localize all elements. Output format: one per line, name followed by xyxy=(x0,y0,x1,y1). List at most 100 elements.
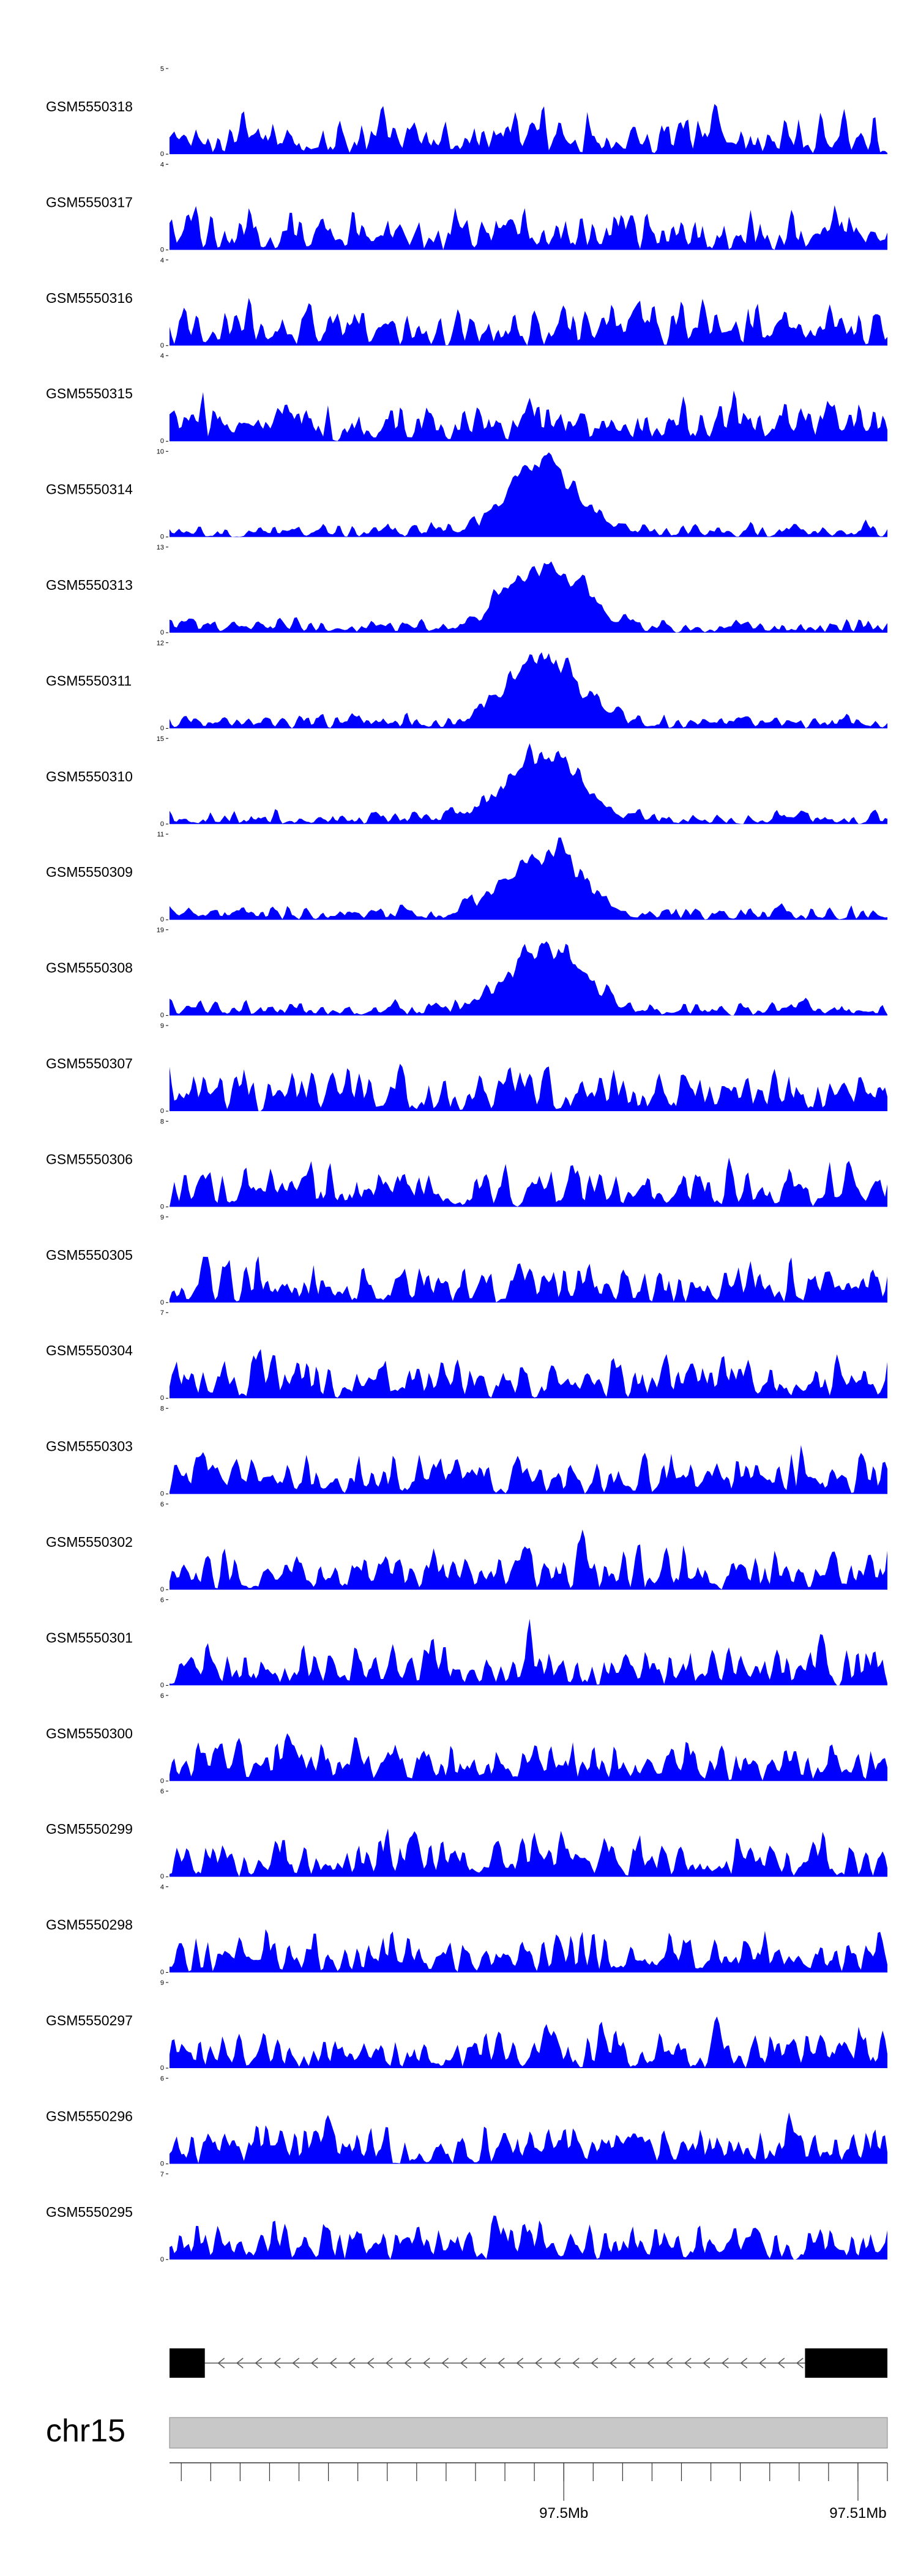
track-GSM5550316: GSM5550316 4 0 xyxy=(46,257,887,349)
track-ymin-label: 0 xyxy=(160,2160,164,2167)
track-ymax-label: 6 xyxy=(160,1596,164,1604)
strand-arrow xyxy=(628,2358,636,2369)
track-ymin-label: 0 xyxy=(160,1394,164,1402)
track-GSM5550303: GSM5550303 8 0 xyxy=(46,1405,887,1498)
track-label: GSM5550297 xyxy=(46,2012,133,2028)
track-GSM5550311: GSM5550311 12 0 xyxy=(46,639,887,732)
track-ymax-label: 10 xyxy=(157,449,164,456)
track-ymin-label: 0 xyxy=(160,1873,164,1880)
track-ymin-label: 0 xyxy=(160,724,164,732)
track-ymin-label: 0 xyxy=(160,629,164,636)
strand-arrow xyxy=(758,2358,766,2369)
track-label: GSM5550314 xyxy=(46,482,133,497)
strand-arrow xyxy=(217,2358,225,2369)
strand-arrow xyxy=(665,2358,673,2369)
strand-arrow xyxy=(348,2358,356,2369)
track-label: GSM5550305 xyxy=(46,1247,133,1263)
coverage-area xyxy=(170,1349,887,1399)
track-ymax-label: 6 xyxy=(160,1788,164,1795)
track-ymin-label: 0 xyxy=(160,1969,164,1976)
track-GSM5550296: GSM5550296 6 0 xyxy=(46,2075,887,2167)
track-label: GSM5550302 xyxy=(46,1534,133,1550)
coverage-area xyxy=(170,743,887,824)
track-ymin-label: 0 xyxy=(160,2256,164,2263)
track-ymax-label: 8 xyxy=(160,1118,164,1125)
coverage-area xyxy=(170,561,887,633)
strand-arrow xyxy=(534,2358,542,2369)
strand-arrow xyxy=(646,2358,654,2369)
track-label: GSM5550308 xyxy=(46,960,133,976)
track-ymax-label: 4 xyxy=(160,1884,164,1891)
strand-arrow xyxy=(609,2358,617,2369)
track-GSM5550295: GSM5550295 7 0 xyxy=(46,2171,887,2263)
genome-axis: 97.5Mb 97.51Mb xyxy=(170,2462,888,2522)
coverage-area xyxy=(170,103,887,154)
strand-arrow xyxy=(777,2358,785,2369)
track-GSM5550313: GSM5550313 13 0 xyxy=(46,544,887,636)
track-ymin-label: 0 xyxy=(160,246,164,253)
track-ymin-label: 0 xyxy=(160,821,164,828)
track-GSM5550318: GSM5550318 5 0 xyxy=(46,65,887,158)
strand-arrow xyxy=(255,2358,263,2369)
strand-arrow xyxy=(329,2358,337,2369)
track-label: GSM5550307 xyxy=(46,1055,133,1071)
coverage-area xyxy=(170,1929,887,1973)
track-ymax-label: 6 xyxy=(160,2075,164,2082)
strand-arrow xyxy=(479,2358,487,2369)
track-label: GSM5550296 xyxy=(46,2108,133,2124)
strand-arrow xyxy=(497,2358,505,2369)
track-GSM5550314: GSM5550314 10 0 xyxy=(46,449,887,541)
track-ymax-label: 5 xyxy=(160,65,164,73)
track-GSM5550298: GSM5550298 4 0 xyxy=(46,1884,887,1976)
track-label: GSM5550299 xyxy=(46,1821,133,1837)
track-ymin-label: 0 xyxy=(160,1491,164,1498)
strand-arrow xyxy=(441,2358,449,2369)
axis-tick-label: 97.5Mb xyxy=(539,2505,588,2522)
track-label: GSM5550298 xyxy=(46,1917,133,1933)
axis-tick-label: 97.51Mb xyxy=(829,2505,886,2522)
track-GSM5550307: GSM5550307 9 0 xyxy=(46,1022,887,1115)
coverage-area xyxy=(170,652,887,729)
track-GSM5550301: GSM5550301 6 0 xyxy=(46,1596,887,1689)
track-ymax-label: 8 xyxy=(160,1405,164,1413)
track-ymax-label: 4 xyxy=(160,161,164,168)
coverage-area xyxy=(170,297,887,346)
track-ymax-label: 19 xyxy=(157,927,164,934)
track-ymax-label: 9 xyxy=(160,1022,164,1030)
strand-arrow xyxy=(404,2358,412,2369)
strand-arrow xyxy=(721,2358,729,2369)
track-label: GSM5550313 xyxy=(46,577,133,593)
coverage-area xyxy=(170,1063,887,1111)
track-GSM5550310: GSM5550310 15 0 xyxy=(46,735,887,828)
track-label: GSM5550303 xyxy=(46,1439,133,1454)
strand-arrow xyxy=(367,2358,375,2369)
track-ymin-label: 0 xyxy=(160,1681,164,1689)
track-ymax-label: 7 xyxy=(160,1309,164,1317)
track-ymin-label: 0 xyxy=(160,342,164,349)
strand-arrow xyxy=(310,2358,318,2369)
track-GSM5550309: GSM5550309 11 0 xyxy=(46,831,887,923)
track-GSM5550305: GSM5550305 9 0 xyxy=(46,1214,887,1306)
strand-arrow xyxy=(385,2358,393,2369)
track-label: GSM5550317 xyxy=(46,194,133,210)
gene-model xyxy=(170,2348,887,2378)
track-label: GSM5550318 xyxy=(46,99,133,114)
coverage-area xyxy=(170,1256,887,1303)
coverage-area xyxy=(170,205,887,250)
strand-arrow xyxy=(796,2358,804,2369)
track-GSM5550306: GSM5550306 8 0 xyxy=(46,1118,887,1210)
track-ymax-label: 7 xyxy=(160,2171,164,2178)
track-label: GSM5550315 xyxy=(46,385,133,401)
track-ymin-label: 0 xyxy=(160,1107,164,1115)
coverage-area xyxy=(170,2016,887,2068)
exon-block xyxy=(170,2348,205,2378)
track-label: GSM5550311 xyxy=(46,672,132,688)
track-label: GSM5550316 xyxy=(46,290,133,306)
coverage-area xyxy=(170,1529,887,1590)
strand-arrow xyxy=(572,2358,580,2369)
track-GSM5550302: GSM5550302 6 0 xyxy=(46,1501,887,1593)
track-ymax-label: 13 xyxy=(157,544,164,551)
track-ymax-label: 9 xyxy=(160,1979,164,1987)
coverage-area xyxy=(170,1733,887,1781)
